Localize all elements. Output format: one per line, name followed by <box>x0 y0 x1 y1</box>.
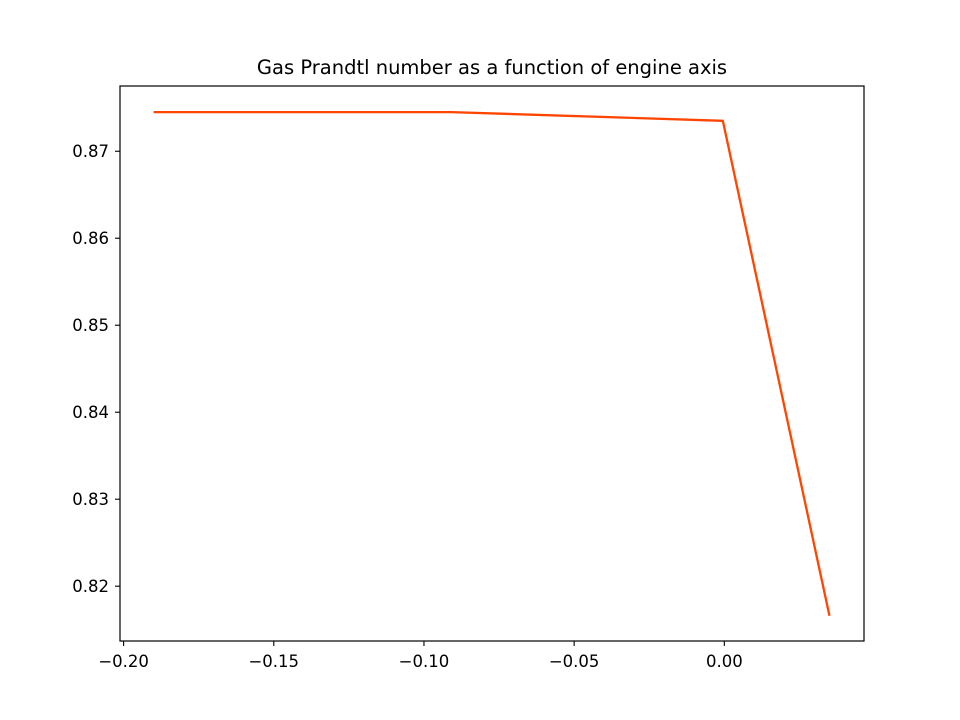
y-tick-label: 0.83 <box>72 490 109 509</box>
y-tick-label: 0.87 <box>72 142 109 161</box>
x-tick-label: 0.00 <box>706 652 743 671</box>
plot-area <box>153 110 831 617</box>
x-tick-label: −0.05 <box>549 652 600 671</box>
y-tick-label: 0.85 <box>72 316 109 335</box>
x-tick-label: −0.10 <box>399 652 450 671</box>
axes: −0.20 −0.15 −0.10 −0.05 0.00 0.82 0.83 0.84 0.85… <box>72 85 865 671</box>
axes-frame <box>119 85 865 642</box>
y-tick-label: 0.86 <box>72 229 109 248</box>
chart-title: Gas Prandtl number as a function of engi… <box>257 56 727 79</box>
x-tick-label: −0.15 <box>248 652 299 671</box>
series-line-0 <box>153 110 831 617</box>
x-tick-label: −0.20 <box>98 652 149 671</box>
y-tick-label: 0.82 <box>72 577 109 596</box>
y-tick-label: 0.84 <box>72 403 109 422</box>
